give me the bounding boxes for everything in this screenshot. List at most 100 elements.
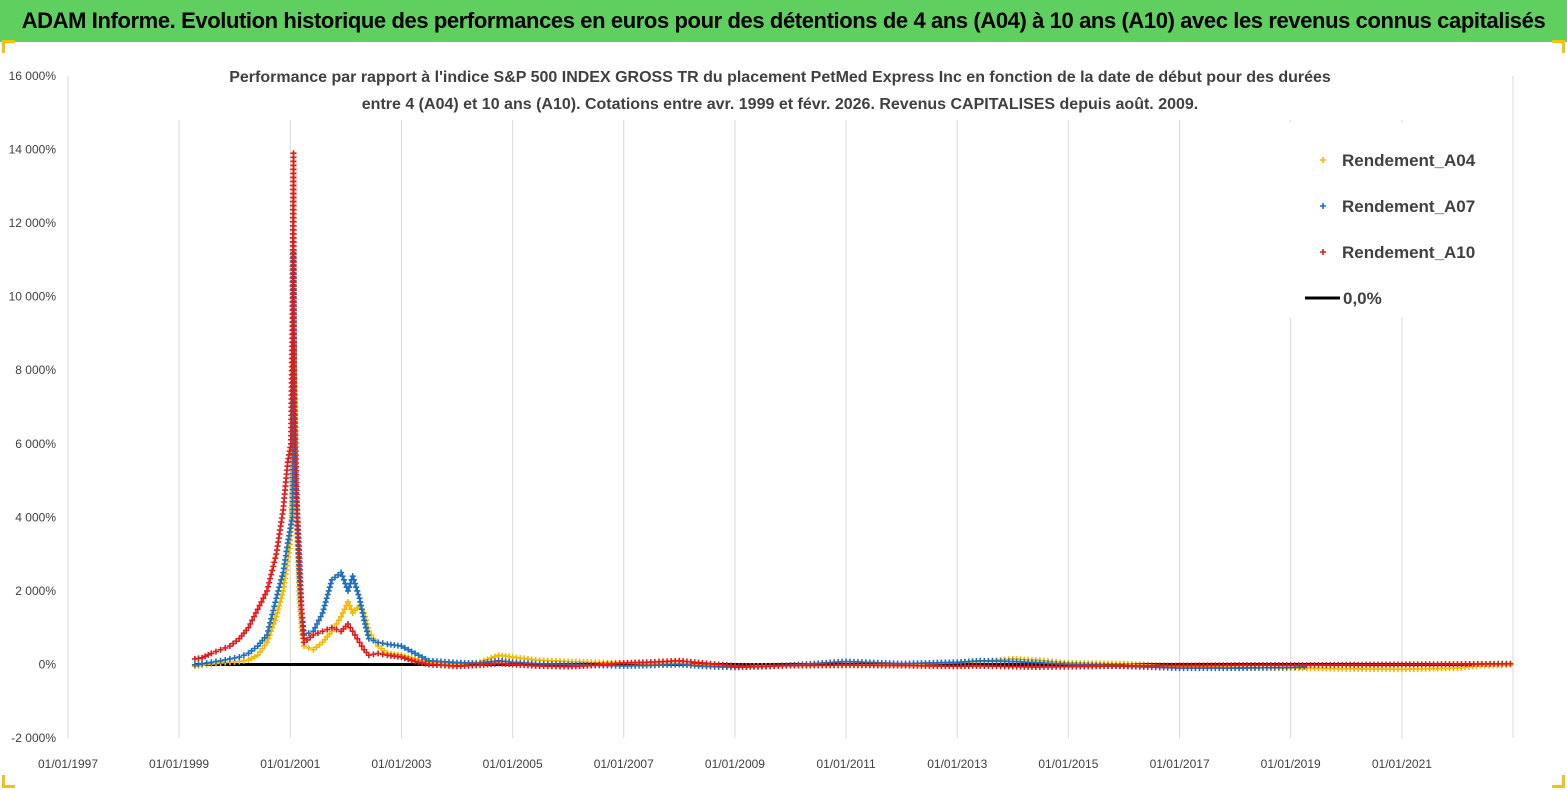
data-point: [375, 639, 382, 646]
data-point: [398, 643, 405, 650]
legend-plus-marker: [1320, 203, 1326, 209]
interp-marker: [248, 655, 255, 662]
interp-marker: [265, 635, 272, 642]
interp-marker: [267, 619, 274, 626]
interp-marker: [240, 652, 247, 659]
interp-marker: [350, 576, 357, 583]
x-tick-label: 01/01/2003: [371, 757, 431, 771]
legend-label: 0,0%: [1343, 289, 1382, 308]
interp-marker: [249, 617, 256, 624]
interp-marker: [401, 644, 408, 651]
data-point: [1507, 660, 1514, 667]
interp-marker: [405, 646, 412, 653]
data-point: [254, 606, 261, 613]
interp-marker: [340, 576, 347, 583]
interp-marker: [363, 628, 370, 635]
interp-marker: [362, 620, 369, 627]
data-point: [236, 654, 243, 661]
y-tick-label: 10 000%: [9, 290, 57, 304]
interp-marker: [271, 617, 278, 624]
interp-marker: [325, 587, 332, 594]
interp-marker: [324, 626, 331, 633]
interp-marker: [257, 649, 264, 656]
y-tick-label: 14 000%: [9, 143, 57, 157]
x-tick-label: 01/01/2009: [705, 757, 765, 771]
data-point: [319, 609, 326, 616]
interp-marker: [258, 598, 265, 605]
selection-corner-bottom-left: [2, 775, 15, 788]
data-point: [226, 655, 233, 662]
interp-marker: [275, 606, 282, 613]
interp-marker: [251, 645, 258, 652]
interp-marker: [339, 573, 346, 580]
data-point: [264, 639, 271, 646]
x-tick-label: 01/01/2011: [816, 757, 875, 771]
selection-corner-top-left: [2, 40, 15, 53]
interp-marker: [314, 630, 321, 637]
data-point: [310, 646, 317, 653]
chart-title-line-2: entre 4 (A04) et 10 ans (A10). Cotations…: [362, 96, 1198, 113]
interp-marker: [379, 651, 386, 658]
interp-marker: [381, 647, 388, 654]
data-point: [361, 617, 368, 624]
interp-marker: [323, 595, 330, 602]
interp-marker: [320, 606, 327, 613]
interp-marker: [275, 587, 282, 594]
interp-marker: [333, 626, 340, 633]
data-point: [349, 573, 356, 580]
data-point: [338, 569, 345, 576]
data-point: [412, 650, 419, 657]
interp-marker: [270, 620, 277, 627]
legend-item-rendement-a10: Rendement_A10: [1320, 243, 1475, 262]
y-tick-label: 8 000%: [15, 363, 56, 377]
interp-marker: [324, 591, 331, 598]
data-point: [273, 595, 280, 602]
data-point: [273, 613, 280, 620]
data-point: [254, 652, 261, 659]
interp-marker: [322, 598, 329, 605]
interp-marker: [305, 644, 312, 651]
interp-marker: [353, 584, 360, 591]
x-tick-label: 01/01/1997: [38, 757, 98, 771]
data-point: [398, 654, 405, 661]
data-point: [245, 657, 252, 664]
interp-marker: [339, 609, 346, 616]
y-tick-label: 16 000%: [9, 69, 57, 83]
x-tick-label: 01/01/2007: [594, 757, 654, 771]
interp-marker: [346, 584, 353, 591]
interp-marker: [351, 632, 358, 639]
interp-marker: [202, 653, 209, 660]
interp-marker: [316, 641, 323, 648]
interp-marker: [401, 655, 408, 662]
interp-marker: [260, 595, 267, 602]
y-tick-label: 2 000%: [15, 584, 56, 598]
y-tick-label: 4 000%: [15, 510, 56, 524]
x-tick-label: 01/01/2001: [260, 757, 320, 771]
interp-marker: [315, 617, 322, 624]
interp-marker: [265, 583, 272, 590]
interp-marker: [333, 620, 340, 627]
performance-chart: -2 000% 0% 2 000% 4 000% 6 000% 8 000% 10 000%…: [9, 66, 1514, 771]
series-rendement-a04: [191, 341, 1514, 673]
data-point: [310, 632, 317, 639]
y-axis-tick-labels: -2 000% 0% 2 000% 4 000% 6 000% 8 000% 10 000%…: [9, 69, 57, 745]
y-tick-label: 0%: [39, 657, 57, 671]
interp-marker: [266, 579, 273, 586]
chart-title-background: [170, 66, 1410, 120]
interp-marker: [267, 575, 274, 582]
interp-marker: [256, 602, 263, 609]
report-title: ADAM Informe. Evolution historique des p…: [21, 8, 1546, 33]
interp-marker: [408, 648, 415, 655]
interp-marker: [358, 643, 365, 650]
interp-marker: [248, 647, 255, 654]
interp-marker: [270, 563, 277, 570]
interp-marker: [233, 638, 240, 645]
interp-marker: [247, 620, 254, 627]
data-point: [328, 624, 335, 631]
selection-corner-top-right: [1552, 40, 1565, 53]
interp-marker: [271, 603, 278, 610]
interp-marker: [379, 640, 386, 647]
interp-marker: [252, 609, 259, 616]
data-point: [365, 635, 372, 642]
interp-marker: [269, 611, 276, 618]
